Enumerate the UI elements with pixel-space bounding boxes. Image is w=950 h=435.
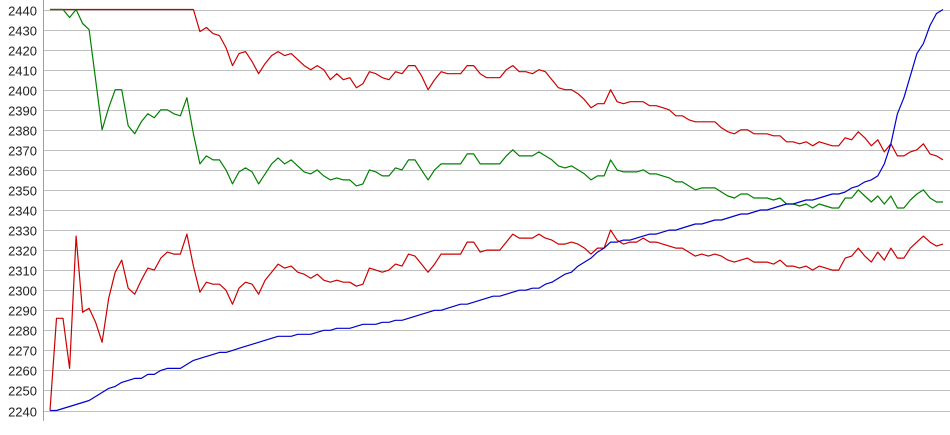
y-tick-label: 2440 <box>8 4 37 19</box>
gridlines <box>43 10 950 412</box>
y-tick-label: 2410 <box>8 64 37 79</box>
y-tick-label: 2380 <box>8 124 37 139</box>
series-line-1 <box>50 8 943 209</box>
y-tick-label: 2420 <box>8 44 37 59</box>
series-line-3 <box>50 8 944 412</box>
y-tick-label: 2260 <box>8 364 37 379</box>
y-tick-label: 2400 <box>8 84 37 99</box>
series-line-0 <box>50 8 944 161</box>
y-tick-label: 2360 <box>8 164 37 179</box>
y-tick-label: 2350 <box>8 184 37 199</box>
y-tick-label: 2240 <box>8 405 37 420</box>
y-tick-label: 2320 <box>8 244 37 259</box>
y-tick-label: 2270 <box>8 344 37 359</box>
y-tick-label: 2250 <box>8 384 37 399</box>
y-tick-label: 2370 <box>8 144 37 159</box>
y-tick-label: 2310 <box>8 264 37 279</box>
y-tick-label: 2430 <box>8 24 37 39</box>
y-tick-label: 2330 <box>8 224 37 239</box>
y-tick-label: 2390 <box>8 104 37 119</box>
y-axis-tick-labels: 2240 2250 2260 2270 2280 2290 2300 2310 2320 2330… <box>8 4 37 420</box>
y-tick-label: 2280 <box>8 324 37 339</box>
y-tick-label: 2300 <box>8 284 37 299</box>
y-tick-label: 2290 <box>8 304 37 319</box>
y-tick-label: 2340 <box>8 204 37 219</box>
series-lines <box>49 8 944 412</box>
series-line-2 <box>49 229 944 411</box>
